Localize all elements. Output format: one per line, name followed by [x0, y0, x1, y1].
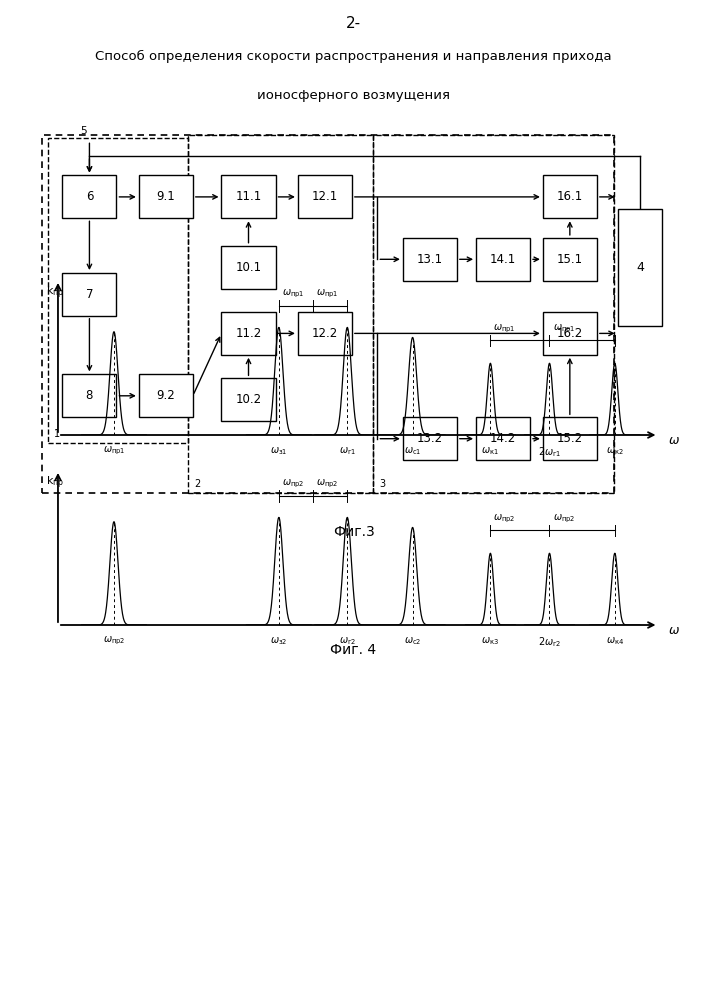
Text: 9.1: 9.1 [156, 190, 175, 203]
Text: 3: 3 [379, 479, 385, 489]
Text: $\omega_{\mathregular{с1}}$: $\omega_{\mathregular{с1}}$ [404, 445, 421, 457]
Text: ионосферного возмущения: ионосферного возмущения [257, 89, 450, 102]
Text: 16.2: 16.2 [556, 327, 583, 340]
Bar [298, 312, 352, 355]
Text: k$_{\mathregular{пр}}$: k$_{\mathregular{пр}}$ [45, 284, 64, 301]
Text: $\omega_{\mathregular{пр1}}$: $\omega_{\mathregular{пр1}}$ [493, 322, 516, 335]
Text: $\omega_{\mathregular{пр2}}$: $\omega_{\mathregular{пр2}}$ [282, 478, 305, 490]
Text: $\omega_{\mathregular{пр1}}$: $\omega_{\mathregular{пр1}}$ [316, 288, 339, 300]
Text: 7: 7 [86, 288, 93, 301]
Bar [188, 134, 373, 493]
Bar [298, 175, 352, 218]
Bar [543, 312, 597, 355]
Text: 2: 2 [194, 479, 201, 489]
Text: $\omega_{\mathregular{г1}}$: $\omega_{\mathregular{г1}}$ [339, 445, 356, 457]
Text: 8: 8 [86, 389, 93, 402]
Text: $\omega_{\mathregular{к2}}$: $\omega_{\mathregular{к2}}$ [606, 445, 624, 457]
Text: 12.2: 12.2 [312, 327, 338, 340]
Text: $\omega_{\mathregular{пр2}}$: $\omega_{\mathregular{пр2}}$ [316, 478, 339, 490]
Bar [139, 175, 193, 218]
Bar [139, 374, 193, 417]
Bar [476, 417, 530, 460]
Bar [62, 374, 117, 417]
Bar [373, 134, 614, 493]
Text: 13.2: 13.2 [417, 432, 443, 445]
Bar [62, 175, 117, 218]
Bar [618, 209, 662, 326]
Text: k$_{\mathregular{пр}}$: k$_{\mathregular{пр}}$ [45, 474, 64, 491]
Text: 14.2: 14.2 [490, 432, 516, 445]
Text: 2-: 2- [346, 15, 361, 30]
Bar [543, 175, 597, 218]
Text: $\omega_{\mathregular{пр1}}$: $\omega_{\mathregular{пр1}}$ [282, 288, 305, 300]
Bar [221, 246, 276, 289]
Text: $\omega_{\mathregular{пр1}}$: $\omega_{\mathregular{пр1}}$ [553, 322, 575, 335]
Text: $\omega_{\mathregular{з2}}$: $\omega_{\mathregular{з2}}$ [270, 635, 288, 647]
Text: Фиг.3: Фиг.3 [332, 525, 375, 539]
Text: $\omega_{\mathregular{к3}}$: $\omega_{\mathregular{к3}}$ [481, 635, 499, 647]
Text: 9.2: 9.2 [156, 389, 175, 402]
Text: Фиг. 4: Фиг. 4 [330, 643, 377, 657]
Text: $\omega_{\mathregular{к1}}$: $\omega_{\mathregular{к1}}$ [481, 445, 499, 457]
Text: 10.1: 10.1 [235, 261, 262, 274]
Text: $2\omega_{\mathregular{г1}}$: $2\omega_{\mathregular{г1}}$ [538, 445, 561, 459]
Text: 15.1: 15.1 [557, 253, 583, 266]
Text: 14.1: 14.1 [490, 253, 516, 266]
Text: 5: 5 [80, 126, 86, 136]
Text: $\omega_{\mathregular{с2}}$: $\omega_{\mathregular{с2}}$ [404, 635, 421, 647]
Text: $\omega_{\mathregular{пр2}}$: $\omega_{\mathregular{пр2}}$ [103, 635, 125, 647]
Text: 15.2: 15.2 [557, 432, 583, 445]
Bar [48, 138, 188, 443]
Bar [221, 378, 276, 421]
Text: $2\omega_{\mathregular{г2}}$: $2\omega_{\mathregular{г2}}$ [538, 635, 561, 649]
Bar [543, 417, 597, 460]
Text: 11.2: 11.2 [235, 327, 262, 340]
Bar [221, 175, 276, 218]
Bar [62, 273, 117, 316]
Text: Способ определения скорости распространения и направления прихода: Способ определения скорости распростране… [95, 50, 612, 63]
Text: 11.1: 11.1 [235, 190, 262, 203]
Text: $\omega_{\mathregular{к4}}$: $\omega_{\mathregular{к4}}$ [606, 635, 624, 647]
Text: $\omega_{\mathregular{г2}}$: $\omega_{\mathregular{г2}}$ [339, 635, 356, 647]
Text: 4: 4 [636, 261, 644, 274]
Bar [476, 238, 530, 281]
Text: $\omega_{\mathregular{з1}}$: $\omega_{\mathregular{з1}}$ [270, 445, 288, 457]
Text: 12.1: 12.1 [312, 190, 338, 203]
Bar [403, 417, 457, 460]
Text: $\omega_{\mathregular{пр1}}$: $\omega_{\mathregular{пр1}}$ [103, 445, 125, 457]
Bar [543, 238, 597, 281]
Text: 16.1: 16.1 [556, 190, 583, 203]
Bar [403, 238, 457, 281]
Text: 6: 6 [86, 190, 93, 203]
Text: 13.1: 13.1 [417, 253, 443, 266]
Text: 10.2: 10.2 [235, 393, 262, 406]
Text: $\omega$: $\omega$ [667, 624, 679, 637]
Text: $\omega$: $\omega$ [667, 434, 679, 447]
Text: 1: 1 [54, 429, 61, 439]
Text: $\omega_{\mathregular{пр2}}$: $\omega_{\mathregular{пр2}}$ [553, 512, 575, 525]
Bar [221, 312, 276, 355]
Text: $\omega_{\mathregular{пр2}}$: $\omega_{\mathregular{пр2}}$ [493, 512, 516, 525]
